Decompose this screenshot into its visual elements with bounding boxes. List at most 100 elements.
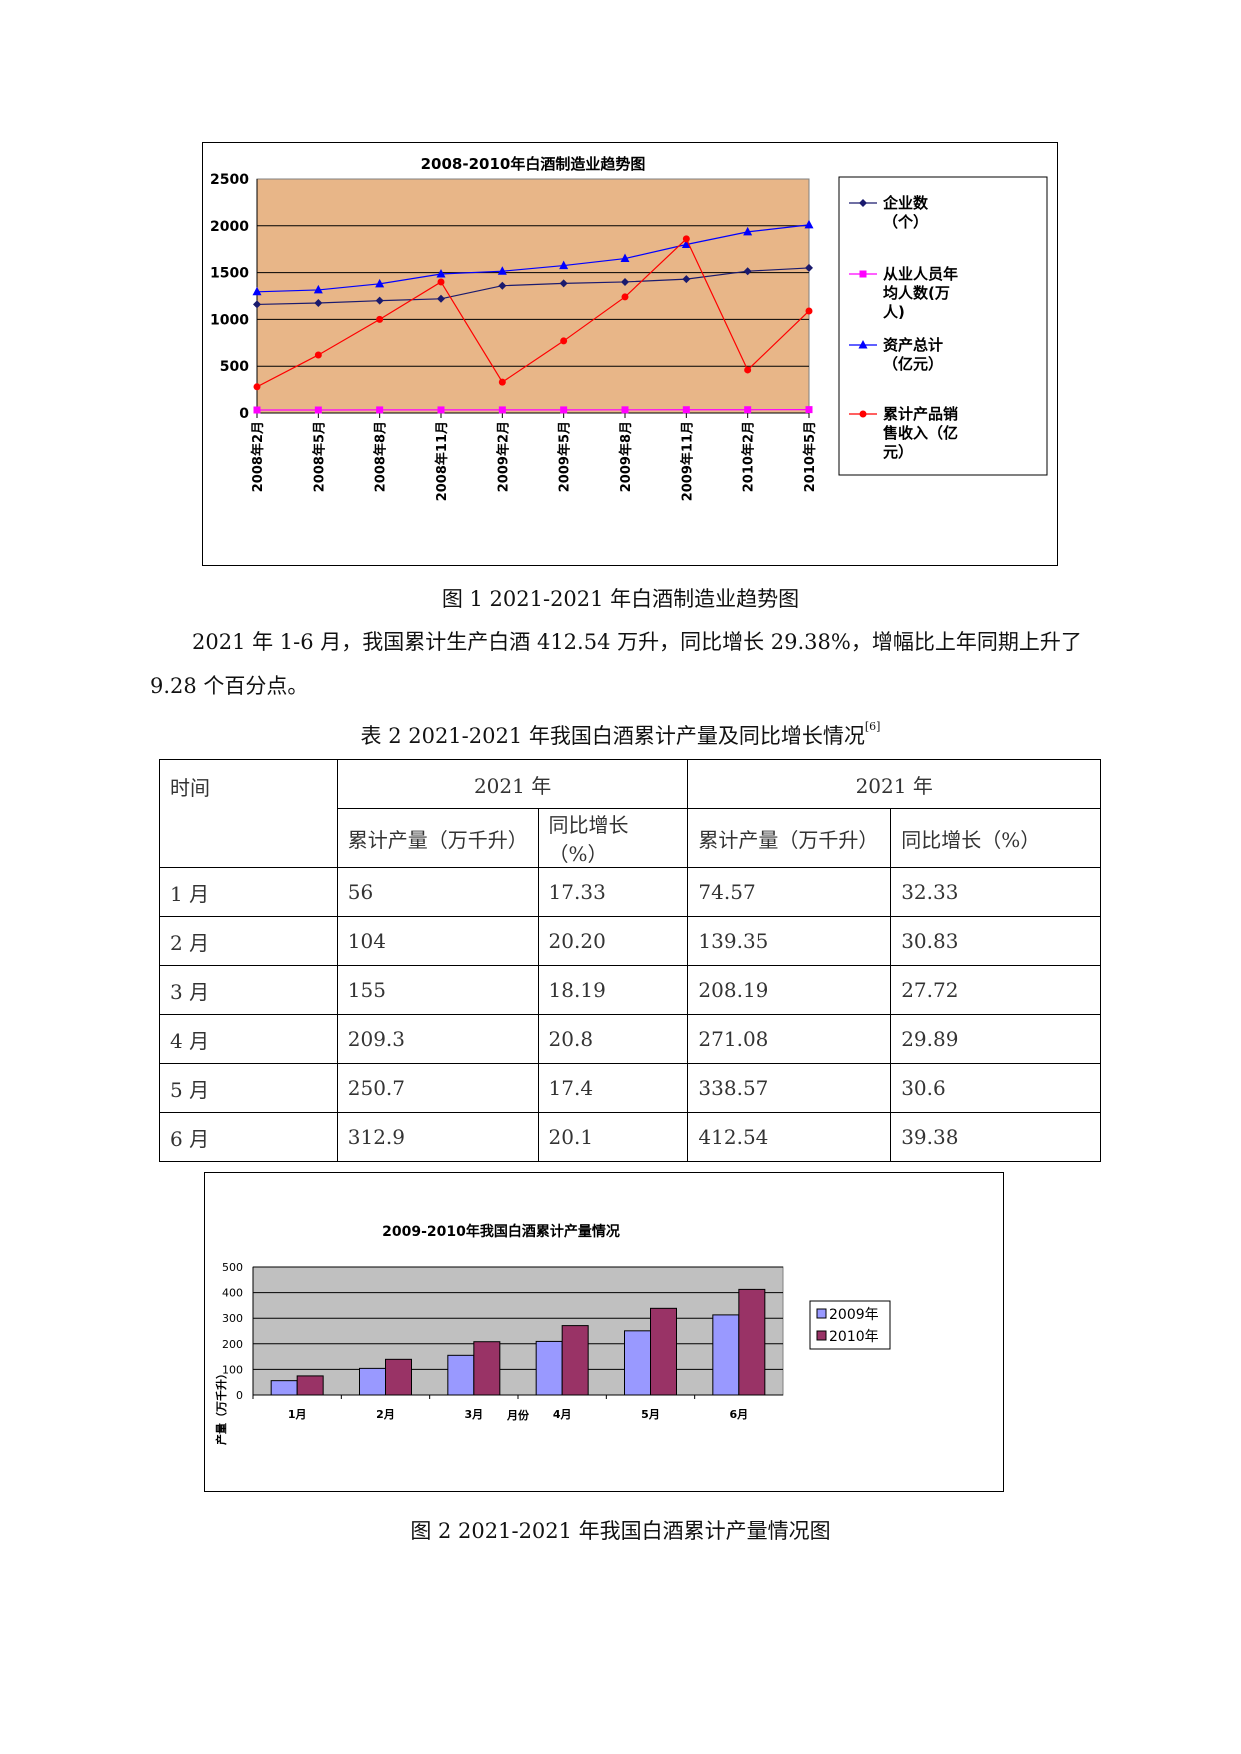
chart1-y-tick-label: 1000 [210,312,249,328]
chart1-legend-label: 企业数（个） [882,194,929,231]
chart2-legend-label: 2010年 [829,1329,879,1345]
chart2-x-tick-label: 2月 [376,1408,395,1421]
chart1-x-tick-label: 2010年5月 [802,421,818,492]
chart1-data-point [314,299,323,308]
table-cell: 3 月 [159,965,338,1015]
table-cell: 209.3 [336,1014,539,1064]
chart1-legend-marker [859,410,867,418]
chart2-x-tick-label: 4月 [553,1408,572,1421]
chart2-bar [561,1325,589,1396]
chart2-x-tick-label: 3月 [465,1408,484,1421]
table-cell: 30.83 [890,916,1101,966]
chart2-y-tick-label: 0 [236,1389,243,1402]
chart2-bar [359,1367,386,1396]
chart1-legend-marker [858,340,868,349]
chart2-bar [473,1341,501,1396]
chart1-x-tick-label: 2009年2月 [495,421,511,492]
chart1-data-point [805,406,813,414]
table-cell: 17.33 [537,867,689,917]
table-cell: 39.38 [890,1112,1101,1162]
chart1-data-point [314,406,322,414]
chart1-data-point [498,406,506,414]
chart2-bar [296,1375,324,1396]
table-cell: 17.4 [537,1063,689,1113]
chart1-x-tick-label: 2009年8月 [618,421,634,492]
chart1-legend-label: 从业人员年均人数(万人) [883,265,958,321]
table-cell: 20.1 [537,1112,689,1162]
table-cell: 32.33 [890,867,1101,917]
table-cell: 155 [336,965,539,1015]
table-cell: 208.19 [687,965,892,1015]
chart1-data-point [437,406,445,414]
table-row: 2 月 104 20.20 139.35 30.83 [159,916,1101,966]
chart1-data-point [682,406,690,414]
table-cell: 104 [336,916,539,966]
chart1-data-point [313,284,323,294]
chart1-data-point [253,383,261,391]
chart1-legend-label-line: 均人数(万 [883,284,950,302]
chart1-data-point [437,294,445,303]
chart1-legend-label-line: （个） [883,213,928,231]
chart1-plot-area [256,178,810,414]
trend-line-chart: 2008-2010年白酒制造业趋势图 0 500 1000 1500 2000 2500 20… [202,142,1058,566]
chart1-title: 2008-2010年白酒制造业趋势图 [421,155,646,173]
chart1-legend-label: 累计产品销售收入（亿元） [883,405,958,461]
chart1-legend-marker [859,270,867,278]
chart2-y-tick-label: 200 [222,1338,243,1351]
subheader-cell: 同比增长（%） [537,808,689,868]
chart1-legend-label-line: 从业人员年 [883,265,958,283]
chart2-bar [624,1330,651,1396]
header-year-a: 2021 年 [336,759,689,809]
table-cell: 18.19 [537,965,689,1015]
table-row: 4 月 209.3 20.8 271.08 29.89 [159,1014,1101,1064]
chart2-legend-swatch [816,1330,827,1341]
chart1-data-point [253,406,261,414]
chart1-x-tick-label: 2008年2月 [250,421,266,492]
table-cell: 20.20 [537,916,689,966]
chart2-x-axis-label: 月份 [506,1408,530,1422]
chart1-data-point [375,278,385,288]
chart2-y-axis-label: 产量（万千升） [214,1368,228,1445]
chart1-legend-label-line: 资产总计 [883,336,943,354]
chart2-y-tick-label: 500 [222,1261,243,1274]
chart1-data-point [743,267,752,276]
chart1-series-line [256,267,810,306]
chart1-data-point [621,277,629,286]
chart1-data-point [314,351,322,359]
chart2-legend: 2009年 2010年 [809,1300,891,1350]
chart1-data-point [682,235,690,243]
production-bar-chart-svg: 2009-2010年我国白酒累计产量情况 0 100 200 300 400 500 1月 2月… [214,1223,891,1445]
chart1-legend-label-line: 企业数 [882,194,929,212]
production-bar-chart: 2009-2010年我国白酒累计产量情况 0 100 200 300 400 500 1月 2月… [204,1172,1004,1492]
chart2-x-tick-label: 1月 [288,1408,307,1421]
chart2-plot-area [252,1266,784,1396]
chart1-data-point [253,300,261,309]
chart1-data-point [744,366,752,374]
table-header-row: 时间 2021 年 2021 年 [159,759,1101,868]
chart1-data-point [559,279,568,288]
chart1-data-point [436,269,446,278]
chart2-y-tick-label: 100 [222,1363,243,1376]
chart1-data-point [805,263,813,272]
chart1-data-point [621,406,629,414]
chart1-data-point [437,278,445,286]
chart1-legend-label: 资产总计（亿元） [883,336,943,373]
chart1-x-tick-label: 2009年5月 [557,421,573,492]
chart1-data-point [560,406,568,414]
chart1-data-point [682,275,691,284]
chart1-legend-label-line: 人) [883,303,905,321]
chart1-data-point [560,337,568,345]
table-cell: 27.72 [890,965,1101,1015]
table-row: 6 月 312.9 20.1 412.54 39.38 [159,1112,1101,1162]
table-row: 1 月 56 17.33 74.57 32.33 [159,867,1101,917]
chart1-y-tick-label: 2500 [210,172,249,188]
chart1-data-point [375,296,384,305]
body-paragraph: 2021 年 1-6 月，我国累计生产白酒 412.54 万升，同比增长 29.… [150,630,1082,698]
chart1-data-point [559,260,569,270]
table-cell: 139.35 [687,916,892,966]
chart2-legend-swatch [816,1308,827,1319]
chart2-bar [535,1340,563,1396]
table-cell: 5 月 [159,1063,338,1113]
table-cell: 30.6 [890,1063,1101,1113]
chart1-data-point [252,286,262,296]
